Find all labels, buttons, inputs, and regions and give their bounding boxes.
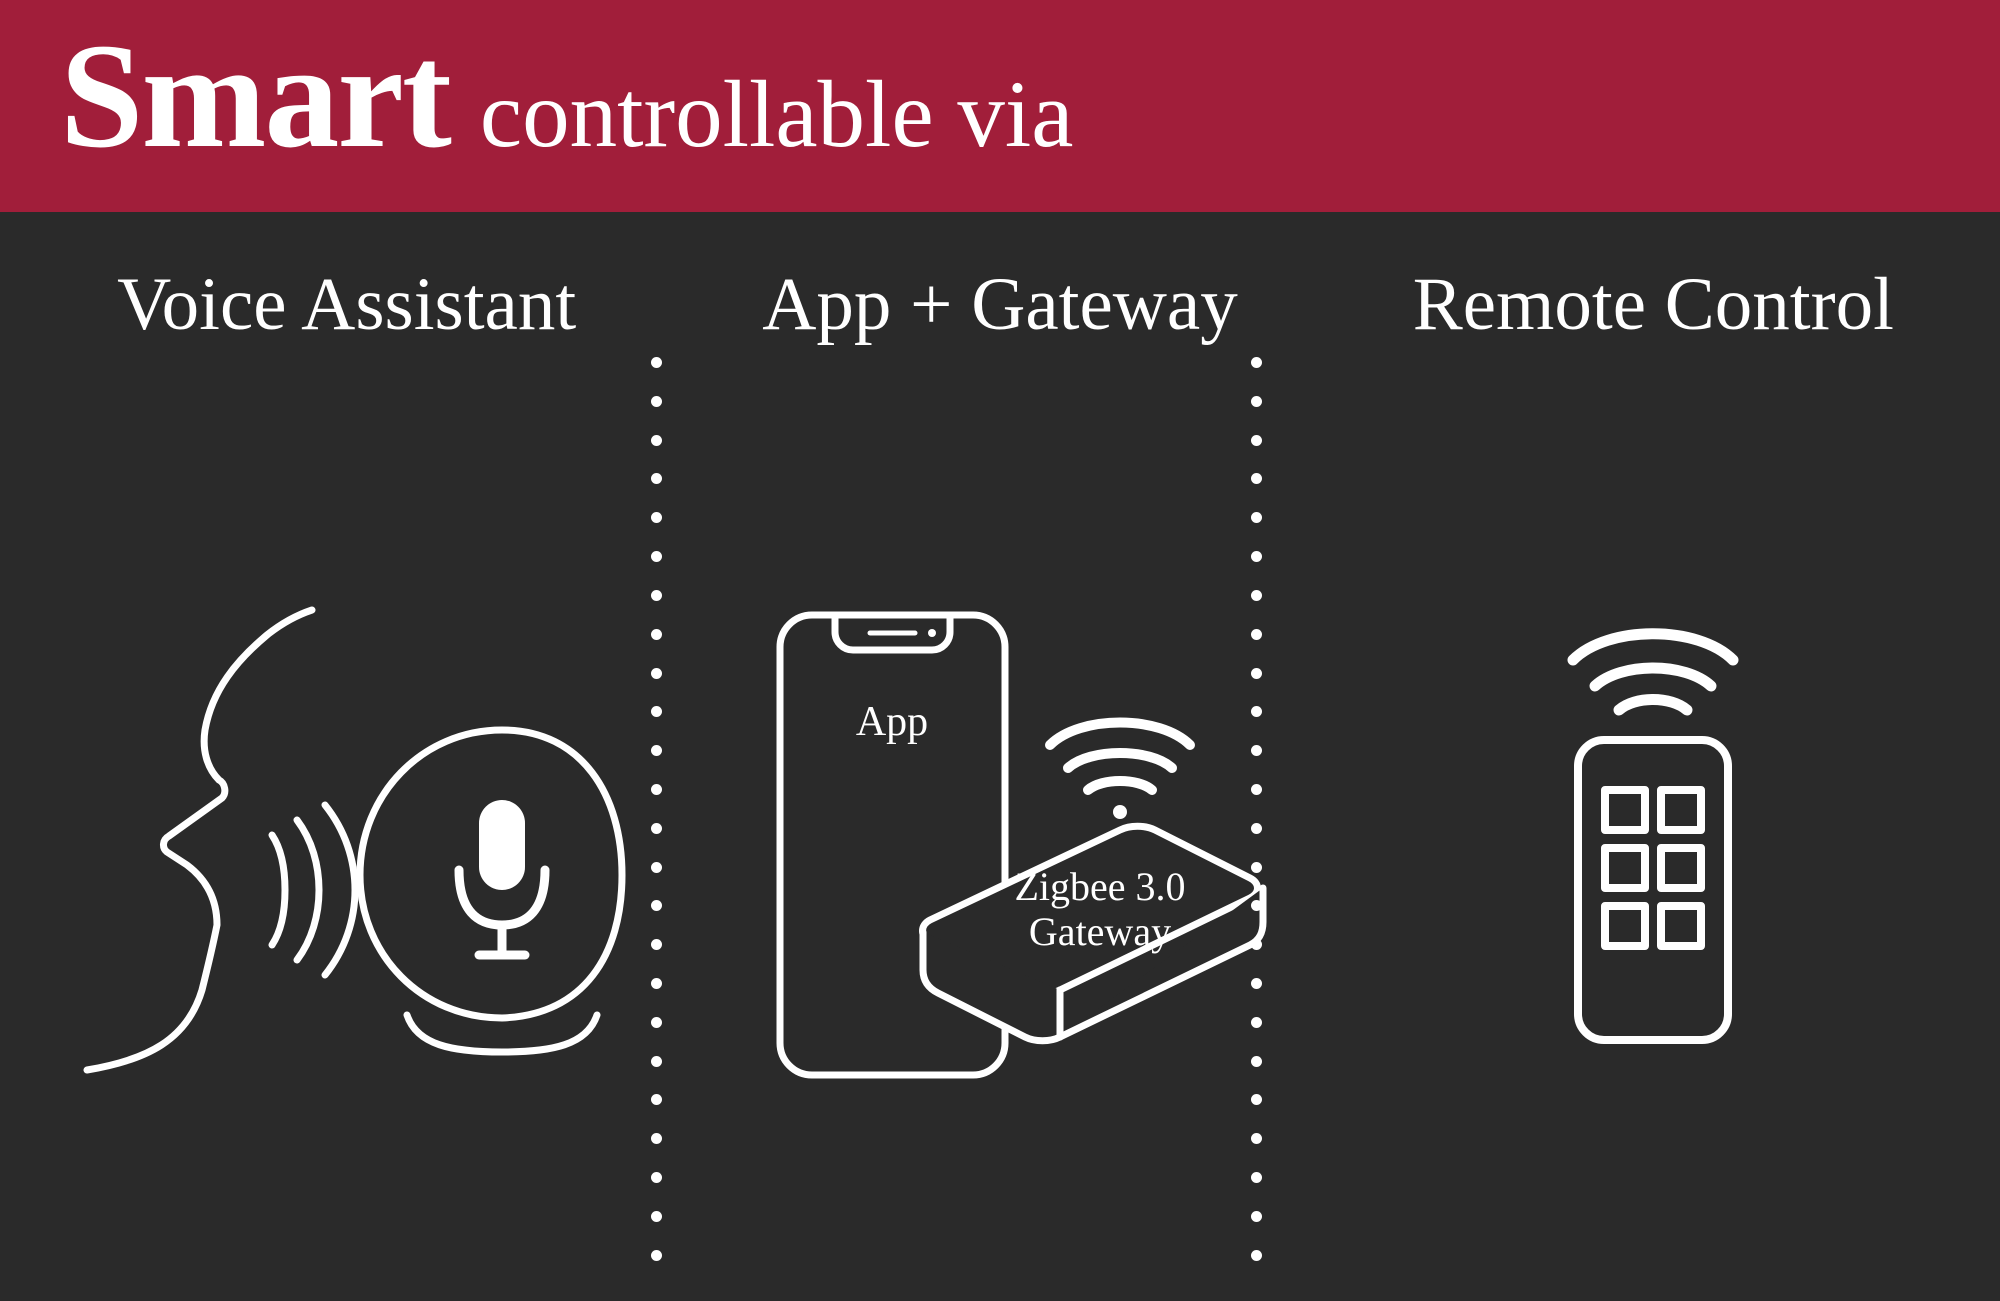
column-voice-assistant: Voice Assistant [20, 262, 673, 1271]
divider-2 [1250, 357, 1262, 1261]
voice-assistant-icon [20, 388, 673, 1271]
header-title-bold: Smart [60, 10, 450, 182]
divider-1 [650, 357, 662, 1261]
header-banner: Smart controllable via [0, 0, 2000, 212]
gateway-label-line1: Zigbee 3.0 [1014, 864, 1185, 909]
col-title-remote: Remote Control [1413, 262, 1894, 348]
app-gateway-icon: App [673, 388, 1326, 1271]
content-area: Voice Assistant [0, 212, 2000, 1301]
column-app-gateway: App + Gateway App [673, 262, 1326, 1271]
remote-control-icon [1327, 388, 1980, 1271]
gateway-label-line2: Gateway [1029, 909, 1171, 954]
header-title-light: controllable via [480, 59, 1074, 169]
col-title-voice: Voice Assistant [117, 262, 576, 348]
column-remote-control: Remote Control [1327, 262, 1980, 1271]
phone-app-label: App [856, 699, 928, 745]
col-title-app: App + Gateway [762, 262, 1238, 348]
